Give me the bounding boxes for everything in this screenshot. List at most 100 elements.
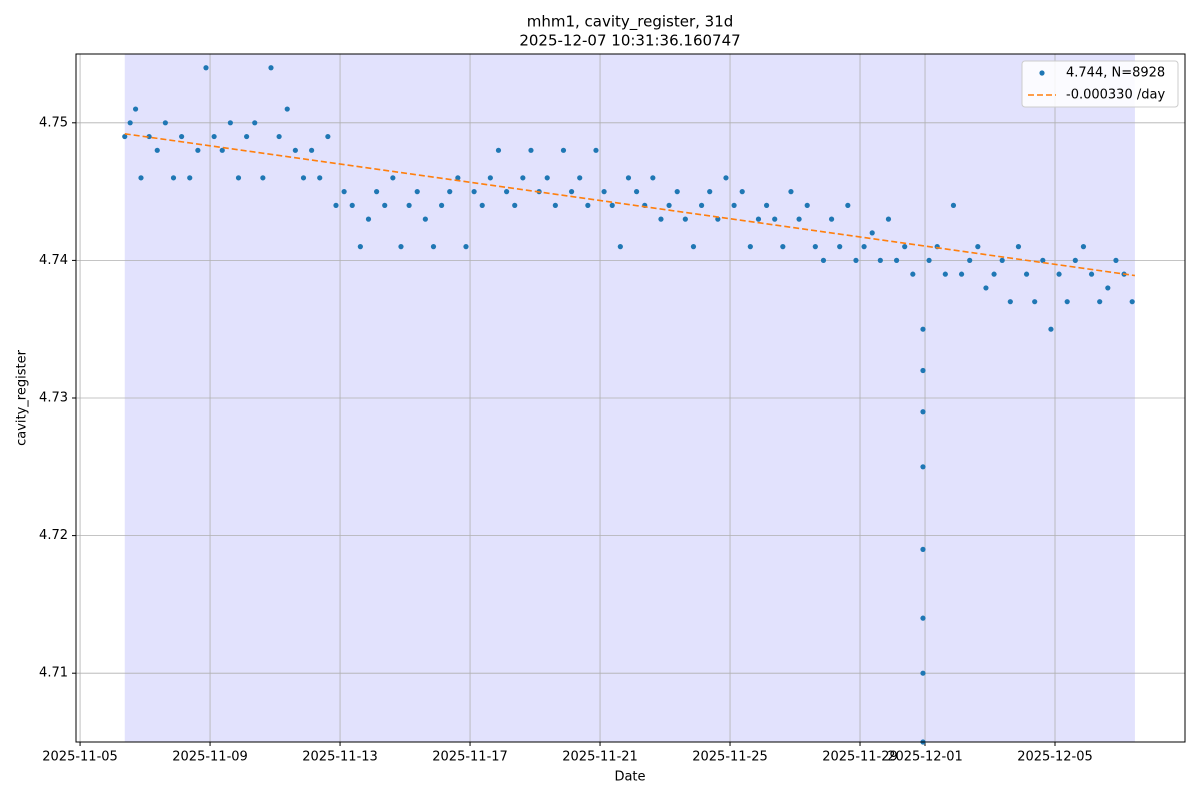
point — [926, 257, 932, 263]
point — [920, 367, 926, 374]
point — [674, 189, 680, 195]
point — [414, 189, 420, 195]
point — [1080, 244, 1087, 250]
point — [739, 189, 745, 195]
point — [1015, 244, 1022, 250]
point — [633, 189, 640, 195]
point — [284, 106, 290, 112]
point — [260, 175, 266, 181]
y-tick-label: 4.72 — [39, 528, 68, 543]
point — [837, 244, 843, 250]
point — [138, 175, 144, 181]
x-tick-label: 2025-12-05 — [1017, 750, 1093, 765]
point — [568, 189, 575, 195]
point — [853, 257, 859, 263]
point — [885, 216, 892, 222]
point — [585, 202, 591, 208]
point — [920, 326, 926, 332]
point — [455, 175, 461, 181]
point — [698, 202, 705, 208]
point — [127, 120, 133, 126]
point — [560, 147, 567, 153]
point — [1023, 271, 1030, 277]
point — [146, 133, 152, 140]
point — [390, 175, 396, 181]
point — [577, 175, 583, 181]
point — [593, 147, 599, 153]
y-tick-label: 4.73 — [39, 391, 68, 406]
point — [170, 175, 177, 181]
point — [292, 147, 298, 153]
chart-title: mhm1, cavity_register, 31d — [527, 13, 734, 32]
point — [406, 202, 412, 208]
point — [920, 409, 926, 415]
point — [920, 546, 926, 552]
x-tick-label: 2025-12-01 — [887, 750, 963, 765]
point — [1129, 299, 1135, 305]
point — [422, 216, 428, 222]
point — [349, 202, 355, 208]
point — [991, 271, 997, 277]
point — [715, 216, 721, 222]
y-tick-label: 4.74 — [39, 253, 68, 268]
point — [902, 244, 908, 250]
point — [1007, 299, 1013, 305]
point — [544, 175, 550, 181]
point — [154, 147, 160, 153]
point — [1032, 299, 1038, 305]
x-tick-label: 2025-11-17 — [432, 750, 508, 765]
x-tick-label: 2025-11-29 — [822, 750, 898, 765]
point — [950, 202, 957, 208]
point — [244, 133, 250, 140]
point — [187, 175, 193, 181]
point — [1072, 257, 1078, 263]
point — [374, 189, 380, 195]
x-tick-label: 2025-11-09 — [172, 750, 248, 765]
point — [1064, 299, 1070, 305]
point — [893, 257, 900, 263]
point — [617, 244, 623, 250]
point — [747, 244, 753, 250]
point — [845, 202, 851, 208]
legend-label: 4.744, N=8928 — [1066, 66, 1165, 81]
point — [520, 175, 526, 181]
point — [780, 244, 786, 250]
point — [763, 202, 770, 208]
plot-frame — [75, 53, 1186, 743]
legend-box — [1021, 60, 1179, 108]
point — [276, 133, 282, 140]
point — [512, 202, 518, 208]
point — [132, 106, 139, 112]
point — [1040, 257, 1046, 263]
point — [958, 271, 965, 277]
point — [820, 257, 827, 263]
point — [1113, 257, 1119, 263]
legend-label: -0.000330 /day — [1066, 88, 1165, 103]
point — [828, 216, 835, 222]
point — [796, 216, 802, 222]
point — [1088, 271, 1095, 277]
point — [812, 244, 818, 250]
point — [920, 670, 926, 676]
point — [268, 65, 274, 71]
point — [869, 230, 875, 236]
x-axis-label: Date — [614, 770, 645, 785]
point — [552, 202, 558, 208]
point — [975, 244, 981, 250]
point — [1048, 326, 1054, 332]
y-tick-label: 4.71 — [39, 666, 68, 681]
point — [861, 244, 867, 250]
point — [219, 147, 225, 153]
point — [1056, 271, 1062, 277]
point — [195, 147, 201, 153]
point — [528, 147, 534, 153]
point — [682, 216, 688, 222]
point — [162, 120, 168, 126]
point — [1097, 299, 1103, 305]
x-tick-label: 2025-11-13 — [302, 750, 378, 765]
point — [707, 189, 713, 195]
point — [658, 216, 664, 222]
point — [755, 216, 762, 222]
point — [609, 202, 615, 208]
point — [333, 202, 339, 208]
